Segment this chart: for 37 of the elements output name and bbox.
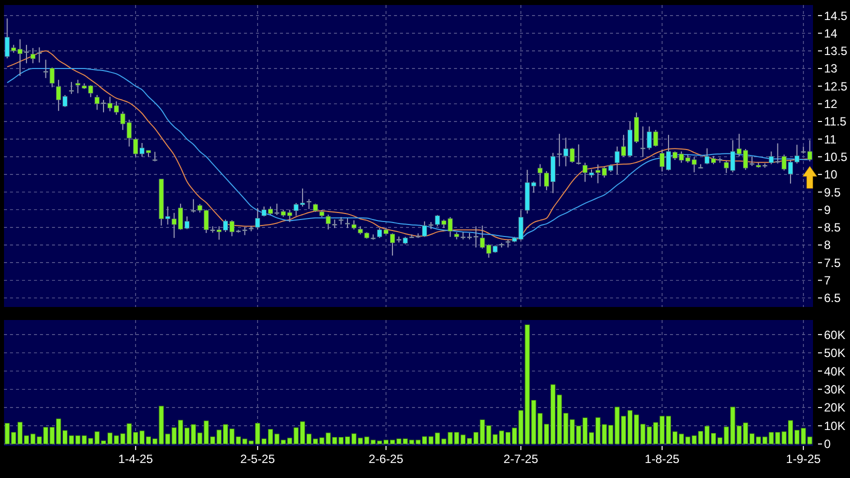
y-tick-label: 30K	[824, 382, 846, 396]
y-tick-label: 10K	[824, 418, 846, 433]
x-tick-label: 2-6-25	[368, 452, 404, 466]
y-tick-label: 8.5	[824, 220, 842, 235]
candlestick	[68, 81, 74, 94]
candlestick	[255, 207, 260, 230]
y-tick-label: 10	[824, 168, 838, 182]
y-tick-label: 11	[824, 132, 837, 146]
y-tick-label: 50K	[824, 346, 846, 360]
y-tick-label: 7.5	[824, 256, 842, 270]
y-tick-label: 14	[824, 26, 838, 40]
candlestick	[576, 144, 582, 166]
y-tick-label: 12	[824, 97, 838, 112]
y-tick-label: 20K	[824, 400, 846, 415]
x-tick-label: 1-8-25	[644, 452, 680, 466]
x-tick-label: 2-5-25	[240, 452, 276, 466]
x-tick-label: 1-9-25	[786, 452, 822, 466]
y-tick-label: 6.5	[824, 291, 842, 306]
candlestick	[306, 198, 312, 210]
y-tick-label: 13	[824, 62, 838, 76]
y-tick-label: 7	[824, 273, 831, 288]
y-tick-label: 14.5	[824, 8, 848, 23]
y-tick-label: 11.5	[824, 114, 847, 129]
x-tick-label: 2-7-25	[504, 452, 539, 466]
y-tick-label: 60K	[824, 328, 846, 342]
y-tick-label: 40K	[824, 364, 846, 378]
y-tick-label: 8	[824, 238, 831, 252]
y-tick-label: 9	[824, 202, 831, 217]
candlestick	[152, 151, 158, 162]
candlestick	[326, 214, 331, 230]
candlestick	[75, 79, 80, 94]
y-tick-label: 12.5	[824, 79, 848, 94]
y-tick-label: 13.5	[824, 44, 848, 58]
x-tick-label: 1-4-25	[118, 452, 154, 466]
y-tick-label: 10.5	[824, 150, 848, 164]
y-tick-label: 0	[824, 437, 831, 452]
y-tick-label: 9.5	[824, 185, 842, 200]
